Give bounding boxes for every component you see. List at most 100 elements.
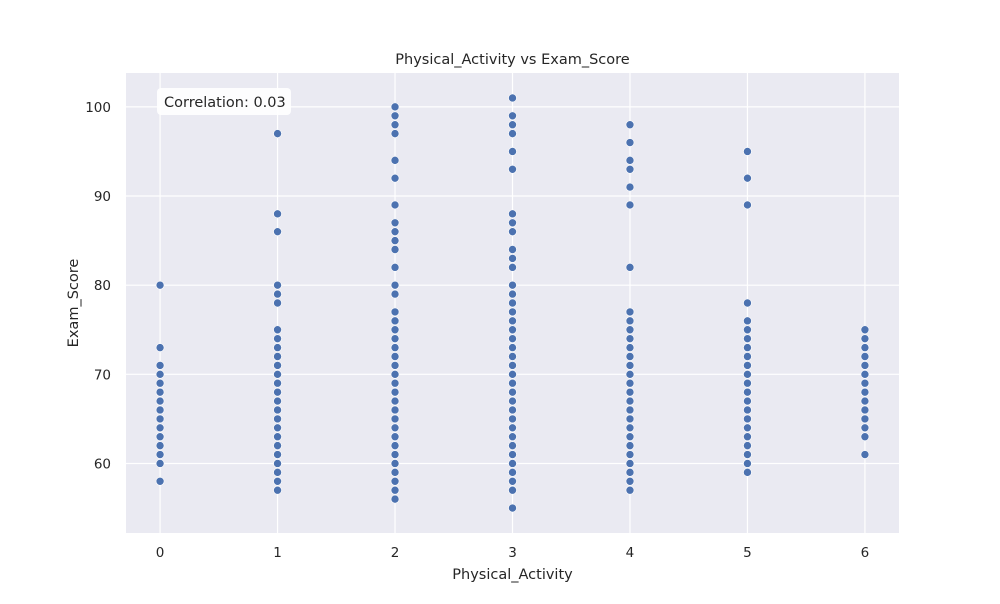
data-point [390, 476, 400, 486]
data-point [508, 254, 517, 263]
y-axis-label: Exam_Score [66, 259, 82, 348]
data-point [743, 334, 752, 343]
data-point [273, 298, 282, 308]
data-point [743, 147, 752, 156]
data-point [273, 387, 282, 397]
data-point [860, 423, 870, 433]
data-point [508, 476, 517, 486]
data-point [155, 370, 165, 379]
data-point [625, 343, 635, 352]
data-point [508, 227, 517, 236]
data-point [155, 450, 165, 459]
data-point [273, 485, 282, 495]
data-point [860, 343, 870, 352]
data-point [390, 227, 400, 236]
data-point [508, 450, 517, 459]
y-tick-label: 70 [94, 367, 111, 383]
data-point [155, 414, 165, 424]
data-point [508, 468, 517, 477]
data-point [860, 325, 870, 335]
data-point [390, 423, 400, 433]
data-point [273, 334, 282, 343]
data-point [390, 307, 400, 317]
x-axis-label: Physical_Activity [452, 567, 573, 583]
data-point [625, 263, 635, 272]
x-tick-label: 6 [861, 545, 870, 561]
data-point [860, 334, 870, 343]
x-tick-label: 4 [626, 545, 635, 561]
data-point [390, 352, 400, 361]
data-point [625, 182, 635, 192]
data-point [860, 396, 870, 406]
y-tick-label: 60 [94, 456, 111, 472]
data-point [508, 432, 517, 442]
data-point [508, 378, 517, 388]
data-point [390, 280, 400, 290]
data-point [743, 450, 752, 459]
data-point [860, 414, 870, 424]
data-point [743, 387, 752, 397]
data-point [743, 316, 752, 326]
data-point [390, 468, 400, 477]
data-point [625, 468, 635, 477]
data-point [155, 396, 165, 406]
data-point [743, 441, 752, 450]
data-point [625, 200, 635, 210]
data-point [390, 156, 400, 165]
data-point [273, 352, 282, 361]
data-point [625, 485, 635, 495]
data-point [390, 370, 400, 379]
data-points [155, 93, 870, 513]
data-point [625, 325, 635, 335]
data-point [155, 405, 165, 415]
data-point [625, 387, 635, 397]
data-point [625, 405, 635, 415]
x-tick-label: 1 [273, 545, 282, 561]
data-point [508, 209, 517, 219]
data-point [273, 370, 282, 379]
data-point [155, 432, 165, 442]
data-point [508, 334, 517, 343]
data-point [273, 459, 282, 468]
data-point [508, 325, 517, 335]
data-point [155, 441, 165, 450]
data-point [508, 307, 517, 317]
chart-title: Physical_Activity vs Exam_Score [395, 52, 630, 68]
data-point [743, 423, 752, 433]
data-point [860, 405, 870, 415]
data-point [743, 378, 752, 388]
data-point [390, 316, 400, 326]
data-point [508, 280, 517, 290]
data-point [508, 503, 517, 513]
data-point [390, 263, 400, 272]
data-point [743, 414, 752, 424]
data-point [390, 129, 400, 138]
data-point [508, 361, 517, 370]
data-point [625, 450, 635, 459]
data-point [508, 218, 517, 228]
data-point [743, 200, 752, 210]
data-point [390, 218, 400, 228]
data-point [390, 102, 400, 112]
data-point [273, 468, 282, 477]
data-point [390, 494, 400, 504]
data-point [860, 450, 870, 459]
data-point [743, 459, 752, 468]
data-point [625, 423, 635, 433]
data-point [625, 334, 635, 343]
data-point [273, 227, 282, 236]
data-point [390, 120, 400, 130]
data-point [273, 476, 282, 486]
x-tick-label: 5 [743, 545, 752, 561]
data-point [390, 485, 400, 495]
y-tick-label: 90 [94, 189, 111, 205]
data-point [155, 378, 165, 388]
data-point [508, 147, 517, 156]
data-point [625, 370, 635, 379]
data-point [390, 414, 400, 424]
data-point [508, 245, 517, 254]
data-point [273, 209, 282, 219]
data-point [390, 405, 400, 415]
data-point [273, 280, 282, 290]
